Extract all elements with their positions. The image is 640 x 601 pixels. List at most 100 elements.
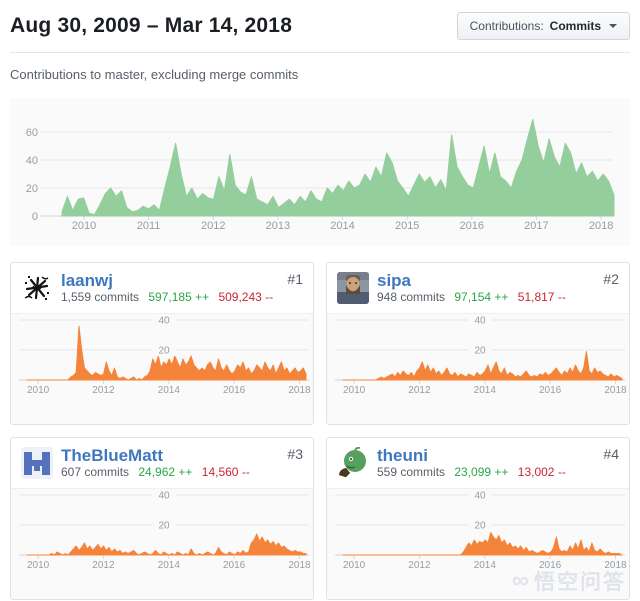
commit-count: 559 commits — [377, 465, 446, 479]
svg-text:2014: 2014 — [158, 385, 181, 396]
svg-text:2012: 2012 — [92, 560, 115, 571]
contributor-username-link[interactable]: TheBlueMatt — [61, 446, 163, 465]
scribble-avatar-icon — [21, 272, 53, 304]
svg-text:2018: 2018 — [288, 385, 311, 396]
svg-text:2018: 2018 — [288, 560, 311, 571]
contributor-card-laanwj: laanwj 1,559 commits 597,185 ++ 509,243 … — [10, 262, 314, 425]
svg-text:20: 20 — [158, 346, 170, 357]
svg-text:2018: 2018 — [589, 220, 613, 232]
overall-chart-svg: 0 20 40 60 2010 2011 2012 2013 2014 2015 2016 2017 2… — [26, 118, 615, 232]
contributor-card-thebluematt: TheBlueMatt 607 commits 24,962 ++ 14,560… — [10, 437, 314, 600]
svg-text:2011: 2011 — [137, 220, 161, 232]
svg-text:2010: 2010 — [72, 220, 96, 232]
rank-badge: #1 — [287, 271, 303, 287]
deletions-count: 509,243 -- — [218, 290, 274, 304]
rank-badge: #2 — [603, 271, 619, 287]
card-header: sipa 948 commits 97,154 ++ 51,817 -- #2 — [327, 263, 629, 313]
avatar-theuni[interactable] — [337, 447, 369, 479]
card-header: theuni 559 commits 23,099 ++ 13,002 -- #… — [327, 438, 629, 488]
filter-value: Commits — [549, 19, 601, 33]
svg-text:40: 40 — [474, 316, 486, 327]
svg-text:20: 20 — [158, 521, 170, 532]
contributor-cards-grid: laanwj 1,559 commits 597,185 ++ 509,243 … — [10, 262, 630, 600]
additions-count: 24,962 ++ — [138, 465, 193, 479]
svg-text:2014: 2014 — [158, 560, 181, 571]
contributor-meta: sipa 948 commits 97,154 ++ 51,817 -- — [377, 271, 566, 305]
svg-text:2010: 2010 — [27, 560, 50, 571]
deletions-count: 13,002 -- — [517, 465, 566, 479]
contributor-card-theuni: theuni 559 commits 23,099 ++ 13,002 -- #… — [326, 437, 630, 600]
svg-text:2012: 2012 — [92, 385, 115, 396]
page-title: Aug 30, 2009 – Mar 14, 2018 — [10, 14, 293, 37]
contributor-username-link[interactable]: theuni — [377, 446, 428, 465]
sipa-chart-svg: 20 40 2010 2012 2014 2016 2018 — [335, 314, 627, 396]
deletions-count: 14,560 -- — [201, 465, 250, 479]
thebluematt-chart-svg: 20 40 2010 2012 2014 2016 2018 — [19, 489, 311, 571]
contributor-stats: 607 commits 24,962 ++ 14,560 -- — [61, 465, 250, 479]
svg-text:40: 40 — [474, 491, 486, 502]
chart-subtitle: Contributions to master, excluding merge… — [10, 67, 299, 82]
contributor-stats: 948 commits 97,154 ++ 51,817 -- — [377, 290, 566, 304]
additions-count: 97,154 ++ — [454, 290, 509, 304]
svg-text:20: 20 — [26, 183, 38, 195]
svg-text:20: 20 — [474, 346, 486, 357]
contributor-chart-thebluematt: 20 40 2010 2012 2014 2016 2018 — [11, 488, 313, 599]
svg-text:2010: 2010 — [343, 560, 366, 571]
card-header: laanwj 1,559 commits 597,185 ++ 509,243 … — [11, 263, 313, 313]
contributor-username-link[interactable]: laanwj — [61, 271, 113, 290]
svg-text:2014: 2014 — [474, 560, 497, 571]
svg-text:2018: 2018 — [604, 560, 627, 571]
svg-text:2012: 2012 — [201, 220, 225, 232]
svg-text:2012: 2012 — [408, 385, 431, 396]
caret-down-icon — [609, 24, 617, 28]
svg-text:0: 0 — [32, 211, 38, 223]
svg-text:40: 40 — [158, 491, 170, 502]
contributor-card-sipa: sipa 948 commits 97,154 ++ 51,817 -- #2 … — [326, 262, 630, 425]
contributor-meta: theuni 559 commits 23,099 ++ 13,002 -- — [377, 446, 566, 480]
svg-text:2016: 2016 — [539, 385, 562, 396]
svg-text:60: 60 — [26, 127, 38, 139]
deletions-count: 51,817 -- — [517, 290, 566, 304]
svg-text:20: 20 — [474, 521, 486, 532]
theuni-chart-svg: 20 40 2010 2012 2014 2016 2018 — [335, 489, 627, 571]
svg-text:2016: 2016 — [223, 385, 246, 396]
contributor-username-link[interactable]: sipa — [377, 271, 412, 290]
contributor-chart-sipa: 20 40 2010 2012 2014 2016 2018 — [327, 313, 629, 424]
svg-text:2014: 2014 — [474, 385, 497, 396]
avatar-sipa[interactable] — [337, 272, 369, 304]
contributor-chart-laanwj: 20 40 2010 2012 2014 2016 2018 — [11, 313, 313, 424]
portrait-avatar-icon — [337, 272, 369, 304]
identicon-avatar-icon — [21, 447, 53, 479]
commit-count: 1,559 commits — [61, 290, 140, 304]
avatar-laanwj[interactable] — [21, 272, 53, 304]
page-header: Aug 30, 2009 – Mar 14, 2018 Contribution… — [10, 0, 630, 53]
svg-text:2017: 2017 — [524, 220, 548, 232]
additions-count: 597,185 ++ — [148, 290, 210, 304]
svg-text:2016: 2016 — [539, 560, 562, 571]
rank-badge: #3 — [287, 446, 303, 462]
svg-text:2016: 2016 — [460, 220, 484, 232]
laanwj-chart-svg: 20 40 2010 2012 2014 2016 2018 — [19, 314, 311, 396]
contributor-chart-theuni: 20 40 2010 2012 2014 2016 2018 — [327, 488, 629, 599]
contributor-meta: laanwj 1,559 commits 597,185 ++ 509,243 … — [61, 271, 273, 305]
svg-text:2014: 2014 — [330, 220, 354, 232]
contributor-meta: TheBlueMatt 607 commits 24,962 ++ 14,560… — [61, 446, 250, 480]
avatar-thebluematt[interactable] — [21, 447, 53, 479]
svg-text:2010: 2010 — [27, 385, 50, 396]
creature-avatar-icon — [337, 447, 369, 479]
rank-badge: #4 — [603, 446, 619, 462]
card-header: TheBlueMatt 607 commits 24,962 ++ 14,560… — [11, 438, 313, 488]
svg-text:40: 40 — [158, 316, 170, 327]
svg-text:40: 40 — [26, 155, 38, 167]
svg-text:2018: 2018 — [604, 385, 627, 396]
contributor-stats: 1,559 commits 597,185 ++ 509,243 -- — [61, 290, 273, 304]
overall-contributions-chart: 0 20 40 60 2010 2011 2012 2013 2014 2015 2016 2017 2… — [10, 98, 630, 246]
contributions-filter-button[interactable]: Contributions: Commits — [456, 12, 630, 40]
contributor-stats: 559 commits 23,099 ++ 13,002 -- — [377, 465, 566, 479]
commit-count: 948 commits — [377, 290, 446, 304]
svg-text:2010: 2010 — [343, 385, 366, 396]
svg-text:2012: 2012 — [408, 560, 431, 571]
svg-text:2015: 2015 — [395, 220, 419, 232]
commit-count: 607 commits — [61, 465, 130, 479]
